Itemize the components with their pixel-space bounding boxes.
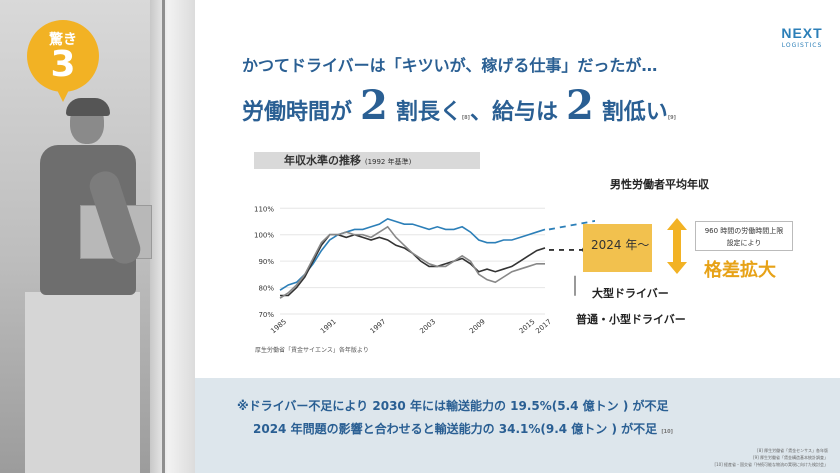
sub-headline: かつてドライバーは「キツいが、稼げる仕事」だったが…: [242, 56, 658, 75]
projection-arrow-male: [548, 218, 604, 231]
x-tick-label: 1985: [269, 318, 288, 336]
logo-wordmark: NEXT: [781, 25, 823, 41]
logo-subtext: LOGISTICS: [781, 42, 823, 49]
footer-band: [195, 378, 840, 473]
person-legs: [25, 292, 140, 473]
footer-note: [10]: [661, 429, 673, 435]
footer-line2-text: 2024 年問題の影響と合わせると輸送能力の 34.1%(9.4 億トン ) が…: [253, 422, 658, 436]
year-highlight-label: 2024 年〜: [591, 238, 650, 252]
y-tick-label: 80%: [258, 285, 274, 293]
headline-part3: 、給与は: [469, 100, 558, 125]
y-tick-label: 90%: [258, 258, 274, 266]
reference-8: [8] 厚生労働省「賃金センサス」各年版: [757, 448, 828, 453]
reference-10: [10] 経産省・国交省「持続可能な物流の実現に向けた検討会」: [714, 462, 828, 467]
label-large-driver: 大型ドライバー: [592, 287, 669, 300]
x-tick-label: 2003: [418, 318, 437, 336]
x-tick-label: 2015: [518, 318, 537, 336]
headline-number2: 2: [565, 82, 594, 129]
y-tick-label: 110%: [254, 205, 274, 213]
headline-part4: 割低い: [601, 100, 668, 125]
label-male-average: 男性労働者平均年収: [610, 178, 709, 191]
footer-line1: ※ドライバー不足により 2030 年には輸送能力の 19.5%(5.4 億トン …: [237, 399, 669, 413]
gap-widening-label: 格差拡大: [704, 260, 776, 281]
salary-chart: 70% 80% 90% 100% 110% 1985 1991 1997 2003 2009 201…: [245, 148, 609, 363]
badge-number: 3: [50, 44, 76, 85]
headline-part1: 労働時間が: [242, 100, 353, 125]
chart-subtitle: (1992 年基準): [364, 158, 412, 166]
truck-door: [150, 0, 195, 473]
footer-line2: 2024 年問題の影響と合わせると輸送能力の 34.1%(9.4 億トン ) が…: [253, 420, 673, 437]
surprise-badge: 驚き 3: [27, 20, 99, 102]
label-small-driver: 普通・小型ドライバー: [576, 313, 686, 326]
person-cap: [66, 98, 110, 116]
y-tick-label: 70%: [258, 311, 274, 319]
x-tick-label: 2009: [468, 318, 487, 336]
year-highlight-box: 2024 年〜: [583, 224, 652, 272]
headline-note1: [8]: [461, 115, 470, 121]
series-line-1: [280, 233, 546, 297]
work-hour-limit-box: 960 時間の労働時間上限 設定により: [695, 221, 793, 251]
headline-note2: [9]: [667, 115, 676, 121]
chart-title: 年収水準の推移: [284, 154, 361, 167]
company-logo: NEXT LOGISTICS: [770, 25, 834, 49]
series-line-0: [279, 217, 546, 291]
x-tick-label: 2017: [534, 318, 553, 336]
series-line-2: [279, 225, 545, 299]
limit-line2: 設定により: [726, 239, 762, 247]
main-headline: 労働時間が 2 割長く[8]、給与は 2 割低い[9]: [242, 82, 676, 129]
reference-9: [9] 厚生労働省「賃金構造基本統計調査」: [753, 455, 828, 460]
badge-label: 驚き: [49, 32, 77, 48]
double-arrow-icon: [667, 218, 687, 274]
x-tick-label: 1991: [319, 318, 338, 336]
chart-source: 厚生労働省「賃金サイエンス」各年版より: [255, 347, 369, 354]
references: [8] 厚生労働省「賃金センサス」各年版 [9] 厚生労働省「賃金構造基本統計調…: [715, 447, 828, 468]
headline-part2: 割長く: [395, 100, 462, 125]
truck-door-edge: [162, 0, 165, 473]
limit-line1: 960 時間の労働時間上限: [704, 227, 784, 235]
driver-photo: [0, 0, 195, 473]
x-tick-label: 1997: [369, 318, 388, 336]
headline-number1: 2: [360, 82, 388, 129]
chart-title-bar: 年収水準の推移 (1992 年基準): [254, 152, 480, 169]
salary-chart-svg: 70% 80% 90% 100% 110% 1985 1991 1997 2003 2009 201…: [254, 205, 609, 336]
y-tick-label: 100%: [254, 232, 274, 240]
